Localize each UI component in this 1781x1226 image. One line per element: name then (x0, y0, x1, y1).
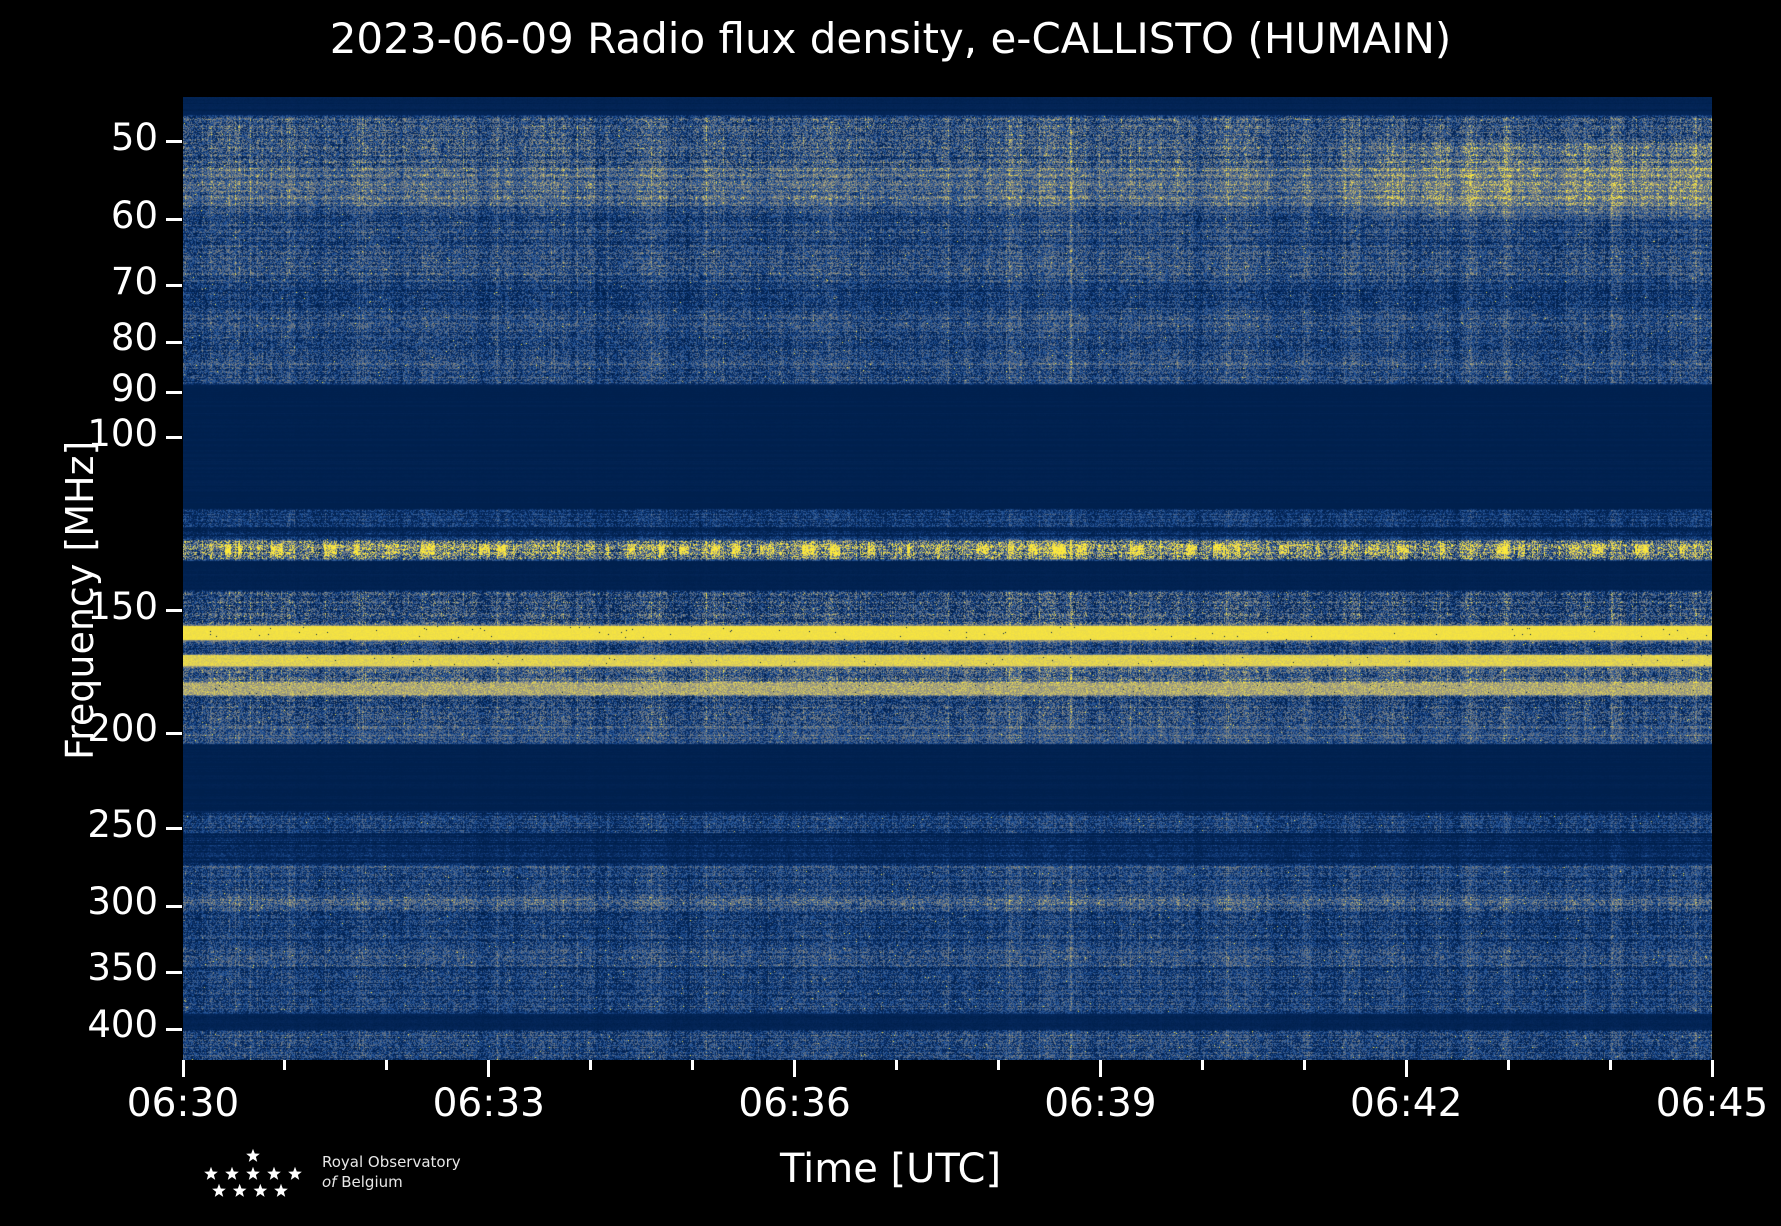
x-tick-label-06-36: 06:36 (738, 1081, 851, 1126)
y-tick-mark-60 (166, 218, 182, 222)
y-tick-mark-350 (166, 970, 182, 974)
logo-text: Royal Observatory of Belgium (322, 1152, 461, 1192)
x-tick-label-06-45: 06:45 (1655, 1081, 1769, 1126)
x-tick-label-06-33: 06:33 (432, 1081, 545, 1126)
y-tick-label-100: 100 (87, 411, 158, 455)
x-tick-label-06-42: 06:42 (1349, 1081, 1463, 1126)
x-tick-label-06-39: 06:39 (1044, 1081, 1157, 1126)
y-tick-mark-50 (166, 140, 182, 144)
x-tick-minor-8 (996, 1060, 1000, 1070)
y-tick-label-150: 150 (87, 584, 158, 628)
x-tick-minor-5 (691, 1060, 695, 1070)
y-tick-label-70: 70 (110, 259, 158, 303)
x-tick-mark-06-33 (487, 1060, 491, 1077)
x-tick-label-06-30: 06:30 (126, 1081, 240, 1126)
y-tick-label-60: 60 (110, 193, 158, 237)
x-tick-mark-06-30 (181, 1060, 185, 1077)
x-tick-minor-14 (1608, 1060, 1612, 1070)
logo-line-1: Royal Observatory (322, 1153, 461, 1171)
y-tick-mark-80 (166, 340, 182, 344)
y-tick-label-90: 90 (110, 366, 158, 410)
eu-stars-icon (204, 1148, 302, 1197)
x-tick-mark-06-39 (1098, 1060, 1102, 1077)
x-tick-mark-06-45 (1710, 1060, 1714, 1077)
y-tick-mark-70 (166, 284, 182, 287)
y-tick-label-50: 50 (110, 115, 158, 159)
y-tick-label-400: 400 (87, 1003, 158, 1047)
y-tick-mark-300 (166, 904, 182, 908)
royal-observatory-logo: Royal Observatory of Belgium (196, 1146, 616, 1212)
x-tick-minor-7 (895, 1060, 899, 1070)
x-tick-mark-06-36 (793, 1060, 797, 1077)
logo-line-2-italic: of (322, 1173, 337, 1191)
y-tick-mark-250 (166, 827, 182, 831)
plot-area[interactable] (183, 97, 1712, 1060)
x-tick-minor-1 (283, 1060, 287, 1070)
x-tick-minor-4 (589, 1060, 593, 1070)
y-tick-mark-400 (166, 1027, 182, 1031)
y-tick-mark-90 (166, 391, 182, 395)
spectrogram-canvas (183, 97, 1712, 1060)
x-tick-minor-10 (1200, 1060, 1204, 1070)
x-tick-mark-06-42 (1404, 1060, 1408, 1077)
page-title: 2023-06-09 Radio flux density, e-CALLIST… (329, 14, 1452, 63)
y-tick-label-300: 300 (87, 880, 158, 924)
y-tick-mark-200 (166, 731, 182, 735)
y-tick-mark-100 (166, 436, 182, 440)
x-tick-minor-2 (385, 1060, 389, 1070)
x-axis-label: Time [UTC] (779, 1146, 1002, 1192)
y-tick-label-80: 80 (110, 316, 158, 360)
y-tick-label-250: 250 (87, 802, 158, 846)
y-tick-label-200: 200 (87, 707, 158, 751)
x-tick-minor-11 (1302, 1060, 1306, 1070)
y-tick-mark-150 (166, 609, 182, 613)
x-tick-minor-13 (1506, 1060, 1510, 1070)
logo-line-2: Belgium (341, 1173, 403, 1191)
y-tick-label-350: 350 (87, 946, 158, 990)
